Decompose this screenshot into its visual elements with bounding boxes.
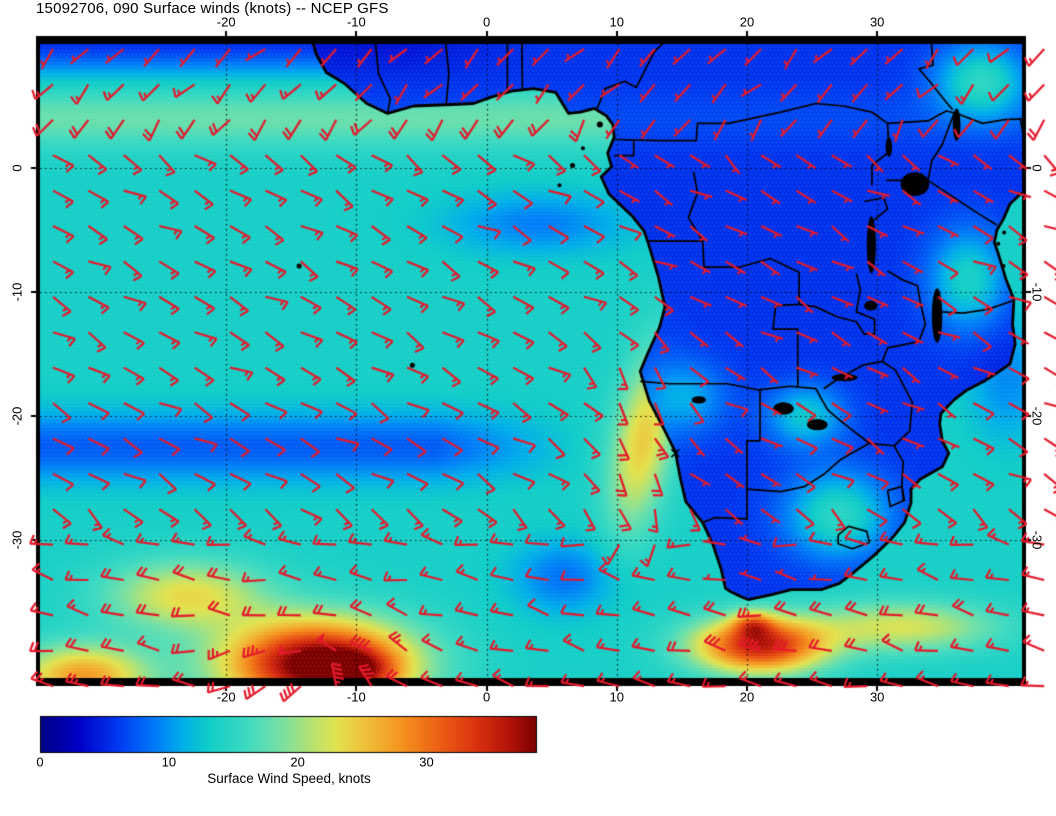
figure-title: 15092706, 090 Surface winds (knots) -- N… (36, 0, 389, 17)
colorbar-label: Surface Wind Speed, knots (207, 771, 371, 786)
